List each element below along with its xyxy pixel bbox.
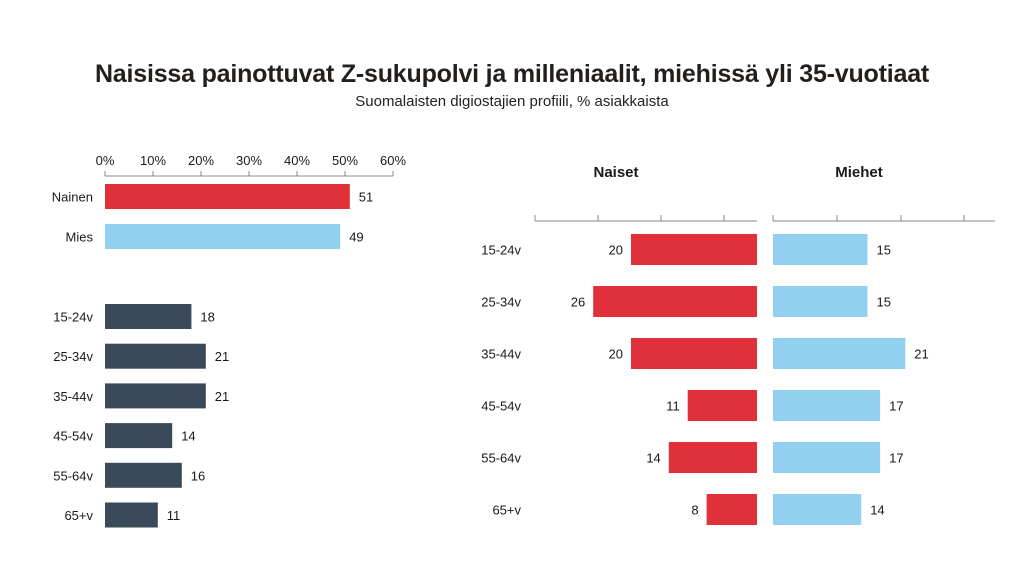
- age-value-label: 16: [191, 468, 205, 483]
- miehet-bar: [773, 442, 881, 473]
- miehet-bar: [773, 390, 881, 421]
- age-bar: [105, 343, 206, 369]
- age-value-label: 18: [200, 310, 214, 325]
- gender-category-label: Mies: [66, 230, 94, 245]
- naiset-value-label: 11: [666, 399, 680, 414]
- left-axis-tick-label: 40%: [284, 153, 310, 168]
- naiset-value-label: 20: [609, 347, 623, 362]
- butterfly-category-label: 25-34v: [481, 295, 521, 310]
- age-category-label: 45-54v: [53, 429, 93, 444]
- miehet-series-header: Miehet: [835, 164, 883, 181]
- miehet-bar: [773, 234, 868, 265]
- naiset-bar: [668, 442, 757, 473]
- butterfly-category-label: 15-24v: [481, 243, 521, 258]
- miehet-value-label: 15: [877, 295, 891, 310]
- left-axis-tick-label: 0%: [96, 153, 115, 168]
- age-category-label: 35-44v: [53, 389, 93, 404]
- age-category-label: 55-64v: [53, 468, 93, 483]
- chart-title: Naisissa painottuvat Z-sukupolvi ja mill…: [94, 60, 930, 88]
- age-bar: [105, 423, 173, 449]
- butterfly-category-label: 45-54v: [481, 399, 521, 414]
- age-bar: [105, 502, 158, 528]
- miehet-bar: [773, 286, 868, 317]
- naiset-bar: [631, 234, 757, 265]
- naiset-value-label: 26: [571, 295, 585, 310]
- naiset-value-label: 8: [691, 503, 698, 518]
- gender-bar: [105, 184, 350, 209]
- miehet-bar: [773, 338, 906, 369]
- gender-category-label: Nainen: [52, 190, 93, 205]
- left-axis-tick-label: 10%: [140, 153, 166, 168]
- naiset-value-label: 14: [646, 451, 660, 466]
- left-axis-tick-label: 50%: [332, 153, 358, 168]
- chart-subtitle: Suomalaisten digiostajien profiili, % as…: [355, 93, 669, 110]
- left-axis-tick-label: 30%: [236, 153, 262, 168]
- left-axis-tick-label: 60%: [380, 153, 406, 168]
- miehet-value-label: 14: [870, 503, 884, 518]
- gender-value-label: 51: [359, 190, 373, 205]
- age-value-label: 11: [167, 508, 181, 523]
- age-value-label: 14: [181, 429, 195, 444]
- age-value-label: 21: [215, 389, 229, 404]
- age-category-label: 65+v: [64, 508, 93, 523]
- age-category-label: 15-24v: [53, 310, 93, 325]
- naiset-series-header: Naiset: [593, 164, 638, 181]
- age-bar: [105, 383, 206, 409]
- left-axis-tick-label: 20%: [188, 153, 214, 168]
- miehet-value-label: 17: [889, 451, 903, 466]
- butterfly-category-label: 55-64v: [481, 451, 521, 466]
- naiset-bar: [593, 286, 757, 317]
- miehet-bar: [773, 494, 862, 525]
- age-bar: [105, 462, 182, 488]
- miehet-value-label: 17: [889, 399, 903, 414]
- naiset-value-label: 20: [609, 243, 623, 258]
- butterfly-category-label: 35-44v: [481, 347, 521, 362]
- naiset-bar: [687, 390, 757, 421]
- gender-bar: [105, 224, 341, 249]
- age-value-label: 21: [215, 349, 229, 364]
- naiset-bar: [631, 338, 757, 369]
- butterfly-category-label: 65+v: [492, 503, 521, 518]
- miehet-value-label: 15: [877, 243, 891, 258]
- naiset-bar: [706, 494, 757, 525]
- age-category-label: 25-34v: [53, 349, 93, 364]
- miehet-value-label: 21: [914, 347, 928, 362]
- age-bar: [105, 304, 192, 329]
- gender-value-label: 49: [349, 230, 363, 245]
